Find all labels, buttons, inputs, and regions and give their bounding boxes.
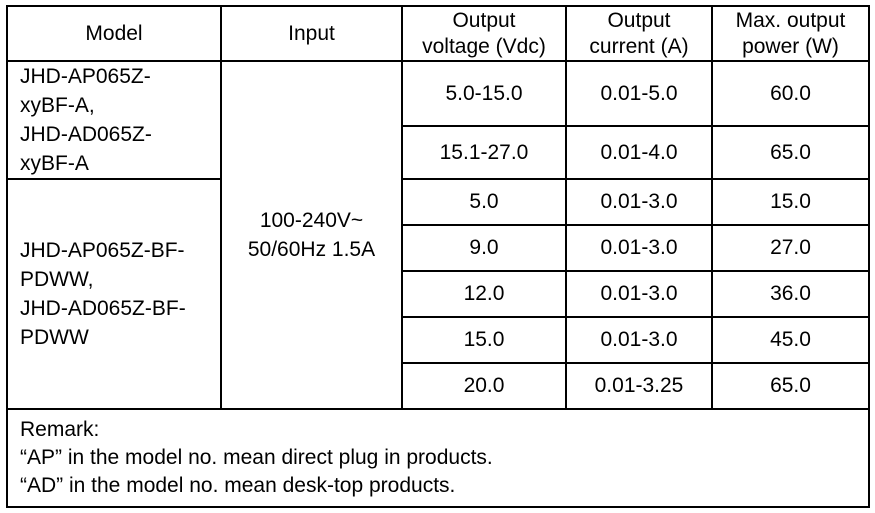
input-column-header: Input xyxy=(220,5,403,62)
remark-line-ap: “AP” in the model no. mean direct plug i… xyxy=(20,446,493,469)
model-column-header: Model xyxy=(6,5,222,62)
spec-row: 15.1-27.0 0.01-4.0 65.0 xyxy=(7,125,870,180)
output-current-cell: 0.01-3.25 xyxy=(565,362,713,410)
input-rating-cell: 100-240V~ 50/60Hz 1.5A xyxy=(220,60,403,410)
spec-row: 12.0 0.01-3.0 36.0 xyxy=(7,270,870,318)
max-power-cell: 65.0 xyxy=(711,362,870,410)
output-voltage-cell: 15.0 xyxy=(401,316,567,364)
output-current-cell: 0.01-5.0 xyxy=(565,60,713,127)
output-current-cell: 0.01-4.0 xyxy=(565,125,713,180)
spec-row: 20.0 0.01-3.25 65.0 xyxy=(7,362,870,410)
output-current-cell: 0.01-3.0 xyxy=(565,316,713,364)
max-power-cell: 36.0 xyxy=(711,270,870,318)
output-current-cell: 0.01-3.0 xyxy=(565,224,713,272)
output-current-column-header: Output current (A) xyxy=(565,5,713,62)
max-power-cell: 45.0 xyxy=(711,316,870,364)
output-current-cell: 0.01-3.0 xyxy=(565,178,713,226)
max-output-power-column-header: Max. output power (W) xyxy=(711,5,870,62)
spec-row: 9.0 0.01-3.0 27.0 xyxy=(7,224,870,272)
output-voltage-cell: 5.0 xyxy=(401,178,567,226)
header-row: Model Input Output voltage (Vdc) Output … xyxy=(6,5,870,62)
model-group-2-cell: JHD-AP065Z-BF- PDWW, JHD-AD065Z-BF- PDWW xyxy=(6,178,222,410)
spec-row: JHD-AP065Z- xyBF-A, JHD-AD065Z- xyBF-A 1… xyxy=(6,60,870,410)
spec-row: 15.0 0.01-3.0 45.0 xyxy=(7,316,870,364)
output-voltage-cell: 20.0 xyxy=(401,362,567,410)
remark-title: Remark: xyxy=(20,418,100,441)
output-voltage-cell: 15.1-27.0 xyxy=(401,125,567,180)
output-current-cell: 0.01-3.0 xyxy=(565,270,713,318)
output-voltage-column-header: Output voltage (Vdc) xyxy=(401,5,567,62)
max-power-cell: 15.0 xyxy=(711,178,870,226)
output-voltage-cell: 9.0 xyxy=(401,224,567,272)
max-power-cell: 65.0 xyxy=(711,125,870,180)
remark-line-ad: “AD” in the model no. mean desk-top prod… xyxy=(20,474,456,497)
spec-row: JHD-AP065Z-BF- PDWW, JHD-AD065Z-BF- PDWW… xyxy=(6,178,870,410)
power-spec-table: Model Input Output voltage (Vdc) Output … xyxy=(6,5,870,508)
output-voltage-cell: 12.0 xyxy=(401,270,567,318)
output-voltage-cell: 5.0-15.0 xyxy=(401,60,567,127)
max-power-cell: 27.0 xyxy=(711,224,870,272)
remark-row: Remark: “AP” in the model no. mean direc… xyxy=(6,408,870,508)
remark-cell: Remark: “AP” in the model no. mean direc… xyxy=(6,408,870,508)
max-power-cell: 60.0 xyxy=(711,60,870,127)
model-group-1-cell: JHD-AP065Z- xyBF-A, JHD-AD065Z- xyBF-A xyxy=(6,60,222,180)
